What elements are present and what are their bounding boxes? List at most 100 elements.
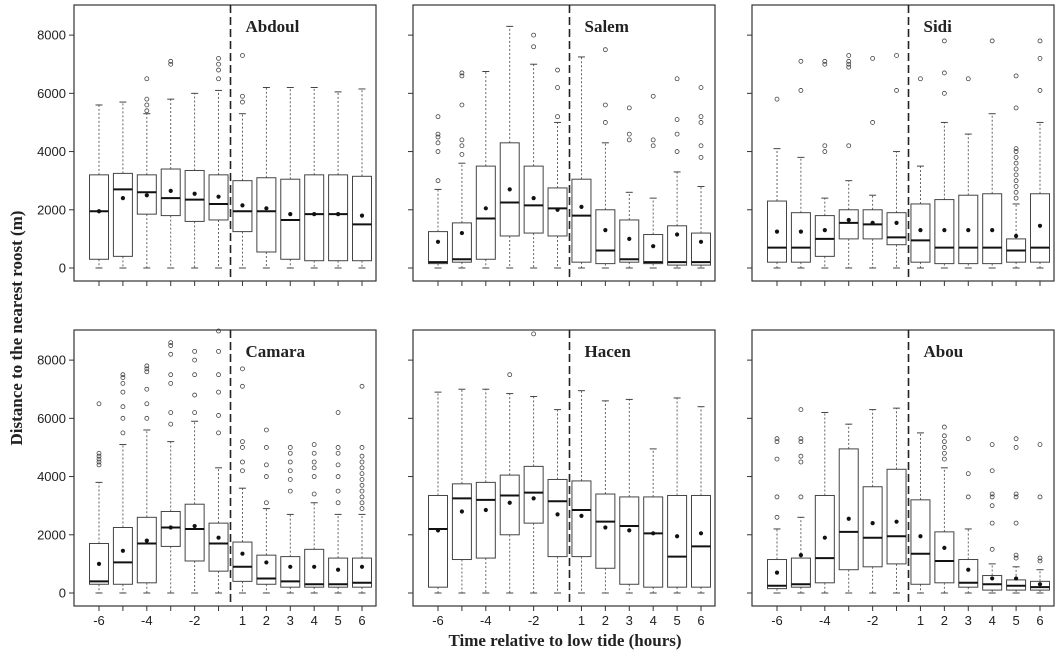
outlier-point xyxy=(674,76,680,82)
box-1 xyxy=(232,366,253,594)
outlier-point xyxy=(335,500,341,506)
box--3 xyxy=(838,423,859,594)
box-body xyxy=(862,486,883,568)
outlier-point xyxy=(311,465,317,471)
box--2 xyxy=(862,409,883,594)
outlier-point xyxy=(1037,555,1043,561)
outlier-point xyxy=(144,386,150,392)
box-6 xyxy=(352,383,372,594)
outlier-point xyxy=(435,178,441,184)
box-4 xyxy=(982,442,1003,594)
outlier-point xyxy=(120,415,126,421)
outlier-point xyxy=(602,120,608,125)
box--5 xyxy=(451,70,472,269)
outlier-point xyxy=(216,372,221,378)
box-body xyxy=(619,219,640,263)
mean-point xyxy=(435,239,441,244)
box--3 xyxy=(499,25,520,269)
outlier-point xyxy=(1013,494,1019,500)
outlier-point xyxy=(359,459,365,465)
mean-point xyxy=(240,551,245,556)
outlier-point xyxy=(240,366,245,372)
outlier-point xyxy=(1013,166,1019,172)
outlier-point xyxy=(168,372,174,378)
mean-point xyxy=(312,212,317,217)
outlier-point xyxy=(240,99,245,105)
outlier-point xyxy=(798,58,804,64)
box--6 xyxy=(89,104,109,269)
box-body xyxy=(475,165,496,260)
box-1 xyxy=(571,56,592,269)
outlier-point xyxy=(120,389,126,395)
outlier-point xyxy=(287,477,293,482)
outlier-point xyxy=(335,488,341,494)
outlier-point xyxy=(1013,436,1019,442)
outlier-point xyxy=(674,149,680,154)
mean-point xyxy=(120,548,126,553)
outlier-point xyxy=(798,494,804,500)
panel-title: Abou xyxy=(924,342,964,361)
box-body xyxy=(352,557,372,588)
outlier-point xyxy=(287,468,293,474)
box--6 xyxy=(428,114,448,269)
y-tick-label: 2000 xyxy=(37,527,66,542)
outlier-point xyxy=(311,491,317,497)
box-body xyxy=(790,212,811,263)
outlier-point xyxy=(120,404,126,410)
outlier-point xyxy=(602,47,608,53)
box--4 xyxy=(814,412,835,594)
mean-point xyxy=(483,206,488,211)
mean-point xyxy=(288,212,293,217)
mean-point xyxy=(822,535,827,540)
outlier-point xyxy=(941,90,947,96)
outlier-point xyxy=(941,424,947,430)
outlier-point xyxy=(822,149,828,154)
box-3 xyxy=(280,445,301,594)
outlier-point xyxy=(96,459,102,465)
outlier-point xyxy=(240,383,245,389)
outlier-point xyxy=(216,61,221,67)
mean-point xyxy=(674,534,680,539)
outlier-point xyxy=(626,131,632,137)
y-tick-label: 0 xyxy=(59,586,66,601)
outlier-point xyxy=(96,453,102,459)
box-5 xyxy=(328,91,349,269)
outlier-point xyxy=(335,474,341,479)
outlier-point xyxy=(359,445,365,450)
outlier-point xyxy=(941,439,947,445)
box-body xyxy=(256,554,277,585)
outlier-point xyxy=(311,459,317,465)
box-body xyxy=(790,557,811,588)
box-body xyxy=(814,215,835,257)
outlier-point xyxy=(846,58,852,64)
box-4 xyxy=(643,93,664,269)
outlier-point xyxy=(216,76,221,82)
box-body xyxy=(232,541,253,582)
box--5 xyxy=(451,388,472,594)
outlier-point xyxy=(168,410,174,415)
outlier-point xyxy=(989,442,995,447)
box-body xyxy=(89,174,109,260)
box--2 xyxy=(184,348,205,594)
x-tick-label: -2 xyxy=(867,613,879,628)
x-tick-label: -4 xyxy=(480,613,492,628)
outlier-point xyxy=(698,85,704,90)
mean-point xyxy=(216,194,221,199)
outlier-point xyxy=(144,366,150,372)
outlier-point xyxy=(459,143,465,149)
mean-point xyxy=(990,228,995,233)
box-body xyxy=(571,178,592,263)
outlier-point xyxy=(1013,178,1019,184)
outlier-point xyxy=(435,134,441,140)
box-1 xyxy=(910,76,931,269)
mean-point xyxy=(144,193,149,198)
box-6 xyxy=(691,406,711,594)
outlier-point xyxy=(459,102,465,108)
panel-sidi: Sidi xyxy=(747,4,1055,286)
outlier-point xyxy=(941,445,947,450)
box-body xyxy=(619,496,640,585)
x-tick-label: 2 xyxy=(263,613,270,628)
panel-title: Sidi xyxy=(924,17,953,36)
box--5 xyxy=(112,101,133,269)
